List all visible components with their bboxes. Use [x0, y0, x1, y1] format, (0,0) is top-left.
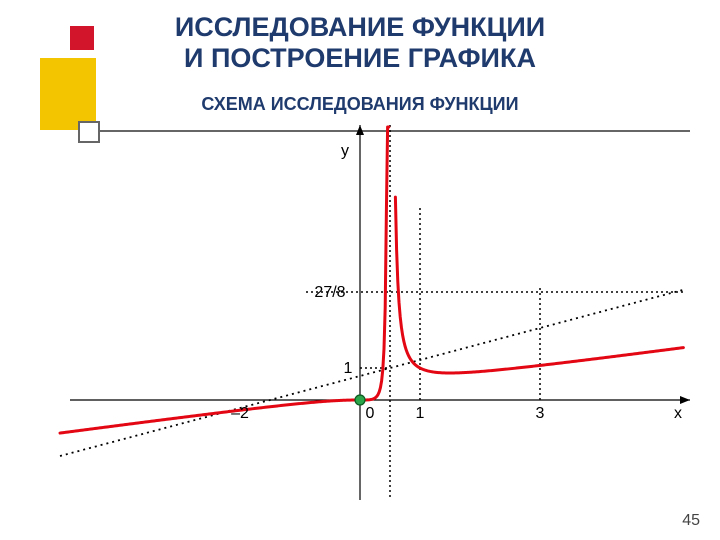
svg-text:y: y	[341, 142, 349, 159]
svg-text:27/8: 27/8	[314, 284, 345, 301]
function-chart: 0 1 3 –2 x 1 27/8 y	[0, 0, 720, 540]
svg-text:1: 1	[416, 405, 425, 422]
svg-text:0: 0	[366, 405, 375, 422]
svg-text:x: x	[674, 405, 682, 422]
svg-text:–2: –2	[231, 405, 249, 422]
svg-text:3: 3	[536, 405, 545, 422]
svg-text:1: 1	[344, 360, 353, 377]
